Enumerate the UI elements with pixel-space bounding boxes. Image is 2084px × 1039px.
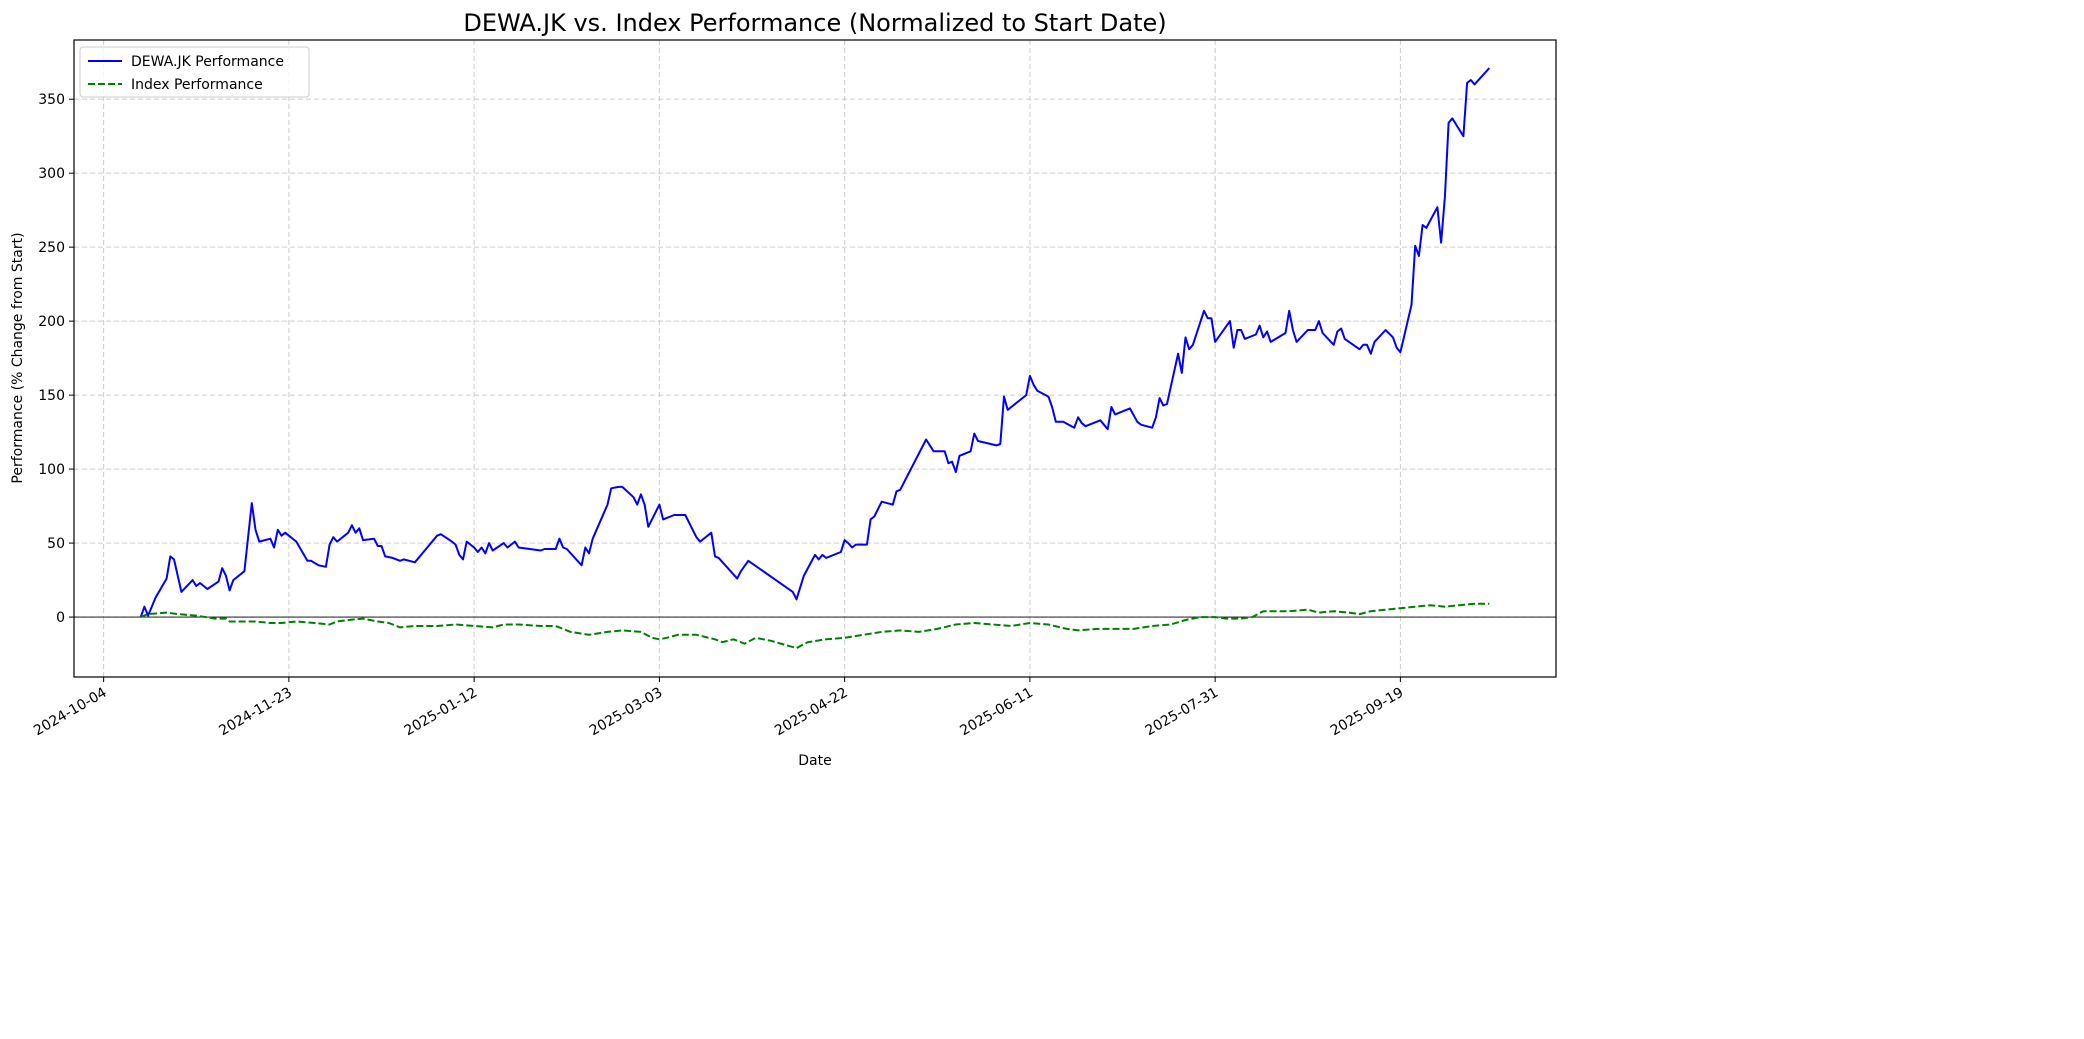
chart-title: DEWA.JK vs. Index Performance (Normalize… xyxy=(463,9,1166,37)
x-tick-label: 2025-04-22 xyxy=(772,685,850,740)
legend-label-index: Index Performance xyxy=(131,77,263,93)
y-tick-label: 150 xyxy=(38,388,65,404)
grid xyxy=(74,40,1556,677)
y-tick-label: 300 xyxy=(38,166,65,182)
x-axis: 2024-10-04 2024-11-23 2025-01-12 2025-03-03… xyxy=(31,677,1406,739)
legend-box xyxy=(79,46,310,98)
x-tick-label: 2025-07-31 xyxy=(1143,685,1221,740)
y-axis-label: Performance (% Change from Start) xyxy=(10,232,26,483)
plot-frame xyxy=(73,39,1557,678)
y-axis: 0 50 100 150 200 250 300 350 xyxy=(38,92,74,626)
y-tick-label: 0 xyxy=(56,610,65,626)
x-axis-label: Date xyxy=(798,753,831,769)
dewa-performance-line xyxy=(139,67,1491,618)
x-tick-label: 2025-01-12 xyxy=(402,685,480,740)
x-tick-label: 2024-11-23 xyxy=(216,685,294,740)
legend-label-dewa: DEWA.JK Performance xyxy=(131,54,284,70)
legend: DEWA.JK Performance Index Performance xyxy=(79,46,310,98)
x-tick-label: 2025-06-11 xyxy=(957,685,1035,740)
y-tick-label: 250 xyxy=(38,240,65,256)
x-tick-label: 2025-03-03 xyxy=(587,685,665,740)
y-tick-label: 200 xyxy=(38,314,65,330)
series-group xyxy=(139,67,1491,650)
y-tick-label: 350 xyxy=(38,92,65,108)
y-tick-label: 100 xyxy=(38,462,65,478)
x-tick-label: 2025-09-19 xyxy=(1328,685,1406,740)
y-tick-label: 50 xyxy=(47,536,65,552)
x-tick-label: 2024-10-04 xyxy=(31,685,110,740)
index-performance-line xyxy=(140,602,1490,650)
